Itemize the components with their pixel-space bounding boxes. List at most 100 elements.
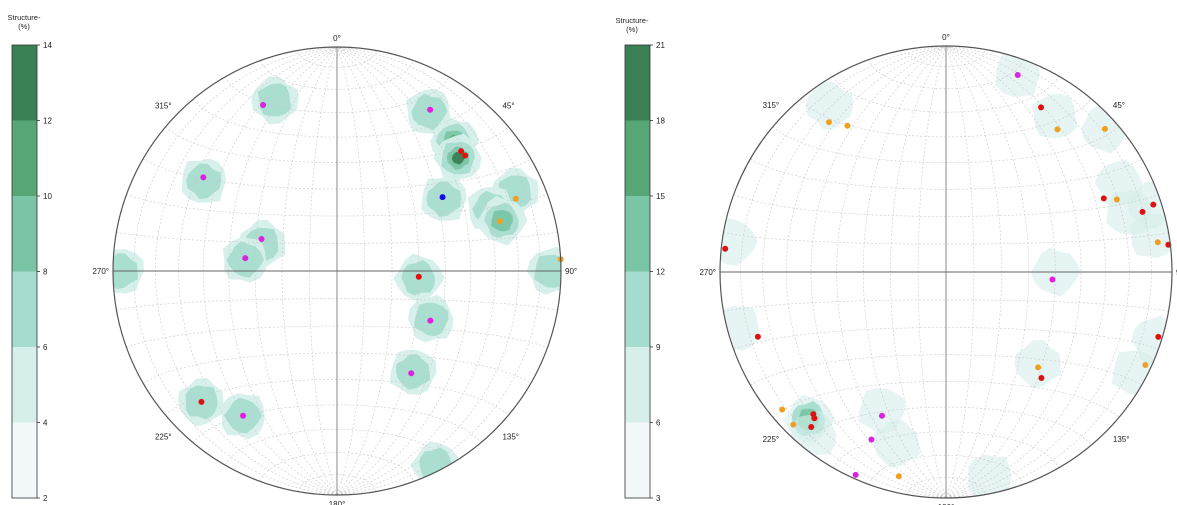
colorbar-tick-label: 12: [656, 268, 665, 277]
colorbar-title-line1: Structure-: [8, 13, 41, 22]
colorbar-tick-label: 2: [43, 494, 48, 503]
small-circle: [723, 299, 1169, 312]
colorbar-bands: [11, 44, 38, 499]
density-layer: [720, 52, 1172, 498]
data-point: [1100, 195, 1107, 202]
azimuth-label: 270°: [92, 267, 109, 276]
density-contour: [186, 163, 222, 200]
colorbar-band: [12, 45, 37, 121]
colorbar-band: [12, 347, 37, 423]
azimuth-label: 135°: [1113, 435, 1130, 444]
small-circle: [723, 232, 1169, 245]
colorbar-band: [625, 347, 650, 423]
azimuth-label: 180°: [938, 503, 955, 505]
azimuth-label: 0°: [942, 33, 950, 42]
colorbar-band: [12, 120, 37, 196]
colorbar-tick-label: 10: [43, 192, 52, 201]
data-point: [825, 119, 832, 126]
data-point: [1113, 196, 1120, 203]
data-point: [427, 317, 434, 324]
azimuth-label: 45°: [1113, 101, 1125, 110]
great-circle: [336, 47, 446, 495]
azimuth-label: 180°: [329, 500, 346, 505]
data-point: [895, 473, 902, 480]
azimuth-label: 45°: [502, 102, 514, 111]
colorbar-band: [12, 271, 37, 347]
data-point: [1049, 276, 1056, 283]
data-point: [1038, 104, 1045, 111]
density-contour: [873, 419, 920, 469]
colorbar-tick-label: 18: [656, 117, 665, 126]
colorbar-band: [625, 196, 650, 272]
data-point: [1150, 201, 1157, 208]
primitive-circle: [719, 45, 1173, 499]
colorbar-left: Structure- (%) 2 4 6 8 10 12 14: [8, 13, 53, 503]
density-contour: [805, 81, 854, 130]
azimuth-label: 270°: [699, 268, 716, 277]
small-circle: [832, 76, 1060, 113]
data-point: [1054, 126, 1061, 133]
density-contour: [257, 83, 292, 117]
colorbar-band: [12, 196, 37, 272]
colorbar-tick-label: 9: [656, 343, 661, 352]
colorbar-right: Structure- (%) 3 6 9 12 15 18 21: [616, 16, 666, 503]
colorbar-band: [625, 120, 650, 196]
azimuth-label: 225°: [155, 432, 172, 441]
azimuth-label: 315°: [155, 102, 172, 111]
data-point: [462, 152, 469, 159]
azimuth-label: 135°: [502, 432, 519, 441]
colorbar-band: [625, 422, 650, 498]
data-points: [722, 71, 1172, 480]
data-point: [242, 255, 249, 262]
stereonet-right: 0°45°90135°180°225°270°315°: [699, 33, 1177, 505]
colorbar-band: [625, 45, 650, 121]
data-point: [779, 406, 786, 413]
data-point: [754, 333, 761, 340]
data-point: [200, 174, 207, 181]
colorbar-bands: [624, 44, 651, 499]
great-circle: [336, 47, 496, 495]
density-contour: [1129, 213, 1172, 258]
density-contour: [720, 306, 759, 351]
data-point: [240, 412, 247, 419]
data-point: [1142, 361, 1149, 368]
colorbar-tick-label: 4: [43, 419, 48, 428]
colorbar-title-line2: (%): [626, 25, 638, 34]
data-point: [1139, 208, 1146, 215]
density-contour: [1111, 350, 1158, 395]
density-contour: [451, 151, 465, 165]
data-point: [722, 245, 729, 252]
small-circle: [772, 126, 1120, 163]
data-point: [415, 273, 422, 280]
colorbar-tick-label: 21: [656, 41, 665, 50]
density-contour: [1014, 340, 1061, 389]
data-point: [810, 411, 817, 418]
data-point: [790, 421, 797, 428]
data-point: [496, 218, 503, 225]
colorbar-title-line2: (%): [18, 22, 30, 31]
colorbar-tick-label: 8: [43, 268, 48, 277]
data-point: [1038, 374, 1045, 381]
azimuth-label: 90°: [565, 267, 577, 276]
data-point: [868, 436, 875, 443]
data-point: [1155, 333, 1162, 340]
data-point: [260, 102, 267, 109]
colorbar-band: [625, 271, 650, 347]
density-contour: [1031, 93, 1078, 138]
small-circle: [832, 431, 1060, 468]
colorbar-ticks: 3 6 9 12 15 18 21: [650, 41, 665, 503]
azimuth-label: 0°: [333, 34, 341, 43]
colorbar-title-line1: Structure-: [616, 16, 649, 25]
data-point: [1014, 71, 1021, 78]
density-contour: [720, 217, 758, 266]
colorbar-tick-label: 12: [43, 117, 52, 126]
great-circle: [862, 46, 947, 498]
small-circle: [750, 354, 1142, 386]
data-point: [808, 424, 815, 431]
great-circle: [281, 47, 338, 495]
small-circle: [142, 158, 532, 190]
data-point: [258, 235, 265, 242]
colorbar-tick-label: 14: [43, 41, 52, 50]
